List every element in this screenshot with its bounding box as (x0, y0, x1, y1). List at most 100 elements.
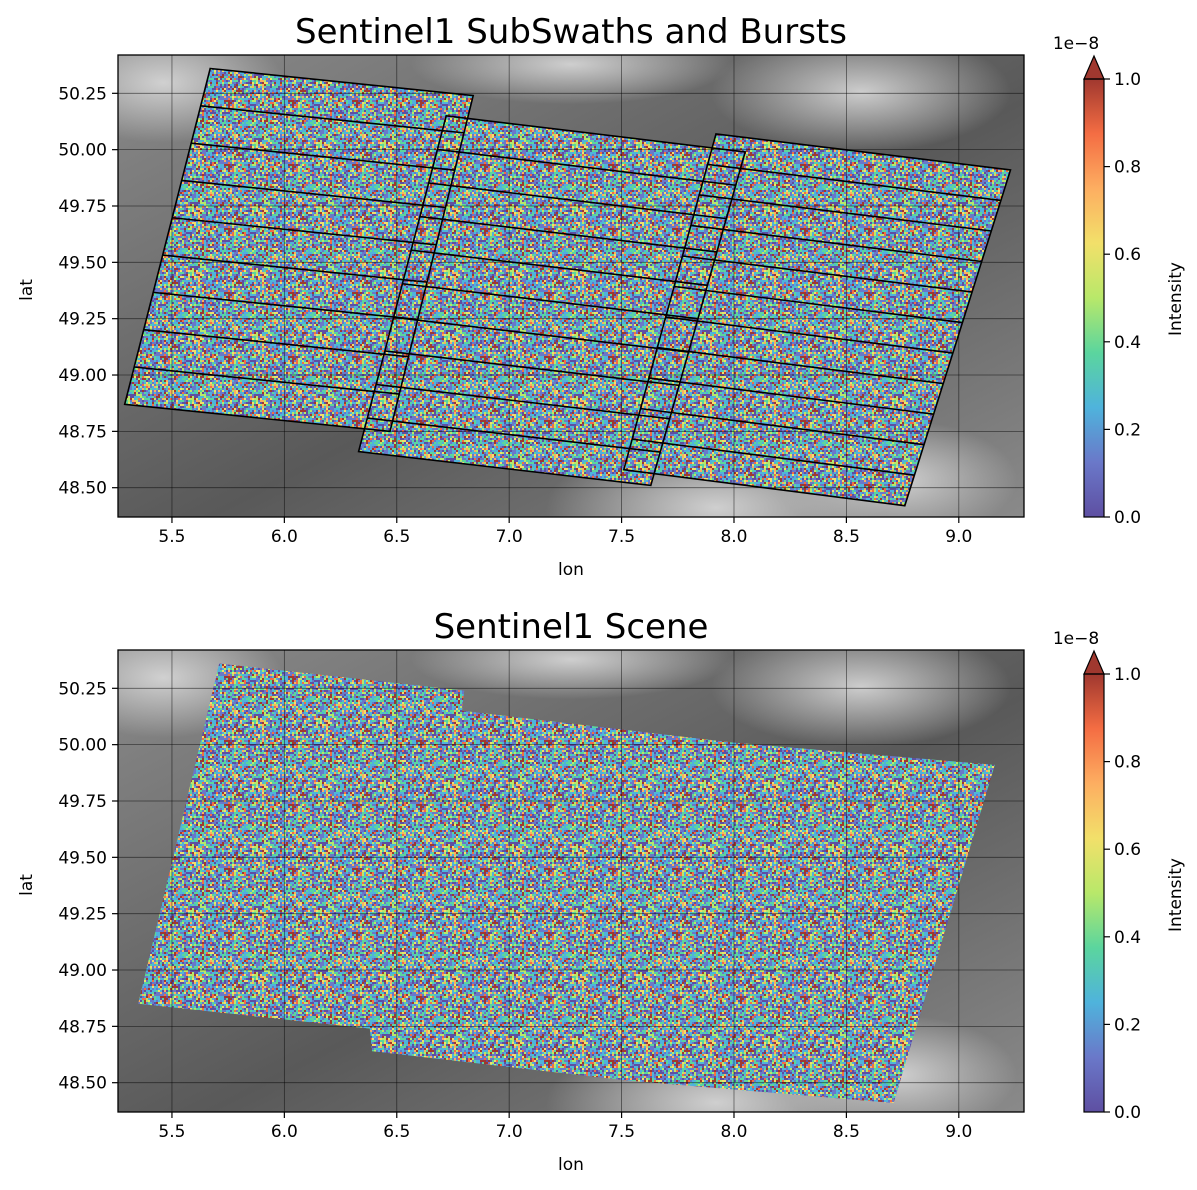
colorbar-tick-label: 0.2 (1114, 420, 1141, 440)
burst-line (640, 407, 925, 446)
colorbar-extend-arrow (1083, 54, 1105, 80)
x-tick-label: 8.0 (720, 1122, 747, 1142)
burst-line (375, 383, 670, 420)
burst-line (191, 142, 455, 171)
y-tick-label: 49.25 (58, 310, 107, 330)
x-axis-label: lon (558, 560, 584, 580)
plot-area: 5.5 6.0 6.5 7.0 7.5 8.0 8.5 9.0 48.50 48.75 49.00 4… (58, 54, 1025, 547)
burst-line (162, 254, 428, 283)
burst-line (200, 105, 465, 134)
subswath-outline (357, 114, 747, 487)
colorbar-tick-label: 0.4 (1114, 928, 1141, 948)
colorbar-tick-label: 0.8 (1114, 158, 1141, 178)
y-axis-label: lat (17, 874, 37, 896)
x-tick-label: 6.0 (271, 1122, 298, 1142)
x-tick-label: 9.0 (945, 1122, 972, 1142)
burst-line (707, 163, 1002, 202)
burst-line (402, 282, 699, 320)
y-tick-label: 49.00 (58, 366, 107, 386)
burst-line (657, 346, 944, 385)
dem-highlight (411, 650, 731, 700)
x-tick-label: 6.5 (383, 1122, 410, 1142)
burst-line (648, 377, 934, 415)
y-tick-label: 48.75 (58, 1017, 107, 1037)
burst-line (153, 291, 418, 321)
burst-line (134, 366, 400, 395)
x-tick-label: 7.5 (608, 527, 635, 547)
plot-frame (117, 649, 1025, 1113)
colorbar-tick-label: 0.8 (1114, 753, 1141, 773)
colorbar-tick-label: 0.0 (1114, 508, 1141, 528)
subswath-image (623, 133, 1011, 506)
x-tick-label: 8.0 (720, 527, 747, 547)
chart-title: Sentinel1 SubSwaths and Bursts (295, 12, 847, 52)
colorbar-scale-label: 1e−8 (1053, 34, 1099, 54)
y-tick-label: 49.50 (58, 253, 107, 273)
y-tick-label: 49.50 (58, 848, 107, 868)
subswath-image (124, 68, 474, 432)
colorbar-frame (1083, 673, 1105, 1113)
subswath-outline (123, 67, 475, 433)
x-tick-label: 7.5 (608, 1122, 635, 1142)
y-tick-label: 50.00 (58, 736, 107, 756)
x-tick-label: 6.5 (383, 527, 410, 547)
colorbar-extend-arrow (1083, 649, 1105, 675)
x-tick-label: 7.0 (496, 1122, 523, 1142)
x-tick-label: 8.5 (833, 527, 860, 547)
colorbar-label: Intensity (1166, 262, 1186, 336)
subswath-outline (622, 133, 1012, 507)
colorbar-tick-label: 1.0 (1114, 665, 1141, 685)
burst-line (699, 194, 992, 232)
x-tick-label: 6.0 (271, 527, 298, 547)
colorbar: 0.0 0.2 0.4 0.6 0.8 1.0 (1083, 54, 1141, 528)
burst-line (690, 224, 982, 263)
burst-line (682, 255, 973, 293)
y-tick-label: 48.75 (58, 422, 107, 442)
colorbar-label: Intensity (1166, 858, 1186, 932)
colorbar-gradient (1084, 79, 1104, 517)
subswaths-panel: Sentinel1 SubSwaths and Bursts 5.5 6.0 6.5… (17, 12, 1186, 580)
burst-line (428, 182, 727, 220)
x-axis-label: lon (558, 1155, 584, 1175)
x-tick-label: 5.5 (158, 527, 185, 547)
chart-title: Sentinel1 Scene (434, 607, 709, 647)
y-axis-label: lat (17, 279, 37, 301)
x-tick-label: 7.0 (496, 527, 523, 547)
scene-panel: Sentinel1 Scene 5.5 6.0 6.5 7.0 7.5 8.0 8.5 9.0… (17, 607, 1186, 1175)
plot-area: 5.5 6.0 6.5 7.0 7.5 8.0 8.5 9.0 48.50 48.75 49.00 4… (58, 649, 1025, 1142)
burst-line (367, 417, 661, 453)
burst-line (172, 216, 437, 246)
colorbar-gradient (1084, 674, 1104, 1112)
burst-line (181, 179, 446, 209)
colorbar-tick-label: 0.6 (1114, 840, 1141, 860)
x-tick-label: 5.5 (158, 1122, 185, 1142)
colorbar-tick-label: 0.6 (1114, 245, 1141, 265)
y-tick-label: 48.50 (58, 1074, 107, 1094)
x-tick-label: 8.5 (833, 1122, 860, 1142)
burst-line (665, 316, 953, 354)
y-tick-label: 49.75 (58, 792, 107, 812)
burst-line (393, 316, 689, 353)
dem-highlight (411, 55, 731, 105)
burst-line (419, 215, 717, 253)
y-tick-label: 49.00 (58, 961, 107, 981)
plot-frame (117, 54, 1025, 518)
colorbar-tick-label: 0.0 (1114, 1103, 1141, 1123)
burst-line (411, 249, 708, 287)
burst-line (674, 285, 963, 324)
scene-image (138, 663, 995, 1103)
burst-line (437, 148, 736, 187)
burst-line (384, 350, 680, 387)
x-tick-label: 9.0 (945, 527, 972, 547)
y-tick-label: 50.00 (58, 141, 107, 161)
colorbar-tick-label: 0.2 (1114, 1015, 1141, 1035)
burst-line (632, 438, 915, 476)
y-tick-label: 48.50 (58, 479, 107, 499)
y-tick-label: 49.75 (58, 197, 107, 217)
colorbar-scale-label: 1e−8 (1053, 629, 1099, 649)
colorbar-tick-label: 1.0 (1114, 70, 1141, 90)
y-tick-label: 49.25 (58, 905, 107, 925)
y-tick-label: 50.25 (58, 84, 107, 104)
burst-line (143, 328, 409, 358)
